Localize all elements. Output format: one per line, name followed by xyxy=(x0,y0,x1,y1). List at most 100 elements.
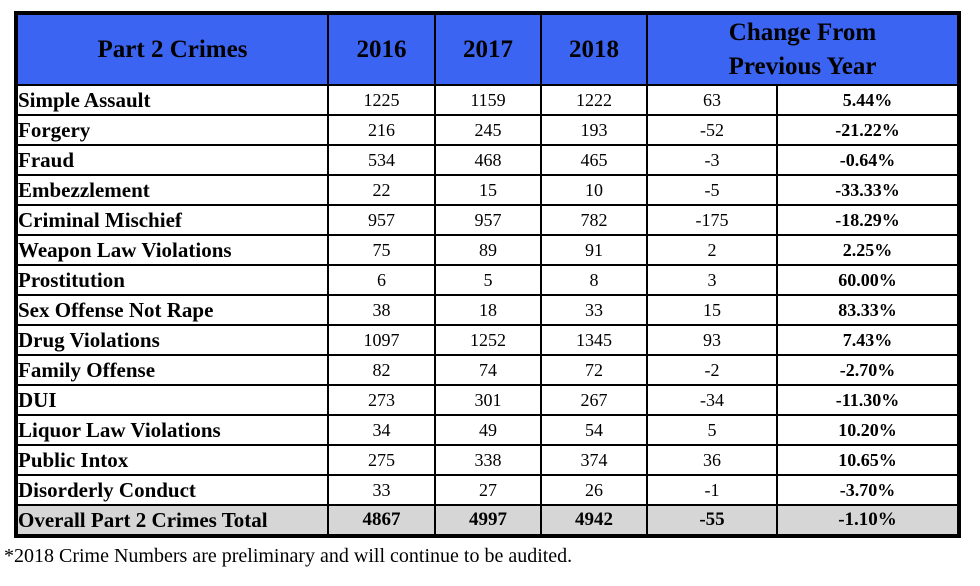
total-change: -55 xyxy=(646,504,778,537)
value-change: -3 xyxy=(646,144,778,176)
value-2017: 49 xyxy=(434,414,542,446)
value-2016: 273 xyxy=(327,384,436,416)
value-change: -52 xyxy=(646,114,778,146)
table-row-criminal-mischief: Criminal Mischief 957 957 782 -175 -18.2… xyxy=(15,204,961,236)
crime-name: Liquor Law Violations xyxy=(15,414,329,446)
crime-name: Family Offense xyxy=(15,354,329,386)
crime-name: Fraud xyxy=(15,144,329,176)
value-change-pct: 10.65% xyxy=(775,444,961,476)
value-change: 36 xyxy=(646,444,778,476)
value-change-pct: 83.33% xyxy=(775,294,961,326)
value-2018: 1222 xyxy=(540,84,648,116)
value-2017: 15 xyxy=(434,174,542,206)
crime-name: Prostitution xyxy=(15,264,329,296)
value-change: 5 xyxy=(646,414,778,446)
table-row-overall-total: Overall Part 2 Crimes Total 4867 4997 49… xyxy=(15,504,961,537)
value-2017: 18 xyxy=(434,294,542,326)
table-row-public-intox: Public Intox 275 338 374 36 10.65% xyxy=(15,444,961,476)
value-2016: 33 xyxy=(327,474,436,506)
crime-name: Disorderly Conduct xyxy=(15,474,329,506)
value-change: -175 xyxy=(646,204,778,236)
value-2017: 301 xyxy=(434,384,542,416)
crime-name: Embezzlement xyxy=(15,174,329,206)
table-row-embezzlement: Embezzlement 22 15 10 -5 -33.33% xyxy=(15,174,961,206)
table-row-weapon-law-violations: Weapon Law Violations 75 89 91 2 2.25% xyxy=(15,234,961,266)
value-2016: 6 xyxy=(327,264,436,296)
value-2016: 82 xyxy=(327,354,436,386)
value-change-pct: 2.25% xyxy=(775,234,961,266)
table-row-forgery: Forgery 216 245 193 -52 -21.22% xyxy=(15,114,961,146)
value-2018: 465 xyxy=(540,144,648,176)
value-change-pct: 7.43% xyxy=(775,324,961,356)
total-2016: 4867 xyxy=(327,504,436,537)
value-2016: 275 xyxy=(327,444,436,476)
value-2017: 1159 xyxy=(434,84,542,116)
crime-name: DUI xyxy=(15,384,329,416)
value-change-pct: -2.70% xyxy=(775,354,961,386)
value-change-pct: -0.64% xyxy=(775,144,961,176)
table-row-simple-assault: Simple Assault 1225 1159 1222 63 5.44% xyxy=(15,84,961,116)
value-change-pct: -11.30% xyxy=(775,384,961,416)
crime-name: Sex Offense Not Rape xyxy=(15,294,329,326)
value-2016: 1225 xyxy=(327,84,436,116)
total-2018: 4942 xyxy=(540,504,648,537)
value-2017: 338 xyxy=(434,444,542,476)
value-2018: 8 xyxy=(540,264,648,296)
value-2016: 1097 xyxy=(327,324,436,356)
header-change-line2: Previous Year xyxy=(728,52,877,80)
table-row-prostitution: Prostitution 6 5 8 3 60.00% xyxy=(15,264,961,296)
value-2018: 54 xyxy=(540,414,648,446)
value-2016: 38 xyxy=(327,294,436,326)
value-change: 15 xyxy=(646,294,778,326)
crime-name: Forgery xyxy=(15,114,329,146)
value-change: -34 xyxy=(646,384,778,416)
value-change: 2 xyxy=(646,234,778,266)
total-label: Overall Part 2 Crimes Total xyxy=(15,504,329,537)
value-change-pct: -33.33% xyxy=(775,174,961,206)
value-2016: 22 xyxy=(327,174,436,206)
crime-name: Drug Violations xyxy=(15,324,329,356)
value-change-pct: 5.44% xyxy=(775,84,961,116)
footnote: *2018 Crime Numbers are preliminary and … xyxy=(4,545,573,567)
value-2016: 75 xyxy=(327,234,436,266)
value-change: -2 xyxy=(646,354,778,386)
value-2018: 267 xyxy=(540,384,648,416)
crime-name: Simple Assault xyxy=(15,84,329,116)
value-2017: 1252 xyxy=(434,324,542,356)
value-2018: 1345 xyxy=(540,324,648,356)
header-year-2018: 2018 xyxy=(540,12,648,86)
value-2018: 10 xyxy=(540,174,648,206)
value-change: -1 xyxy=(646,474,778,506)
part2-crimes-table: Part 2 Crimes 2016 2017 2018 Change From… xyxy=(14,11,962,538)
table-row-disorderly-conduct: Disorderly Conduct 33 27 26 -1 -3.70% xyxy=(15,474,961,506)
value-2016: 216 xyxy=(327,114,436,146)
value-2017: 468 xyxy=(434,144,542,176)
value-change: 3 xyxy=(646,264,778,296)
value-change-pct: -21.22% xyxy=(775,114,961,146)
value-2018: 26 xyxy=(540,474,648,506)
value-2017: 957 xyxy=(434,204,542,236)
header-change-from-previous-year: Change From Previous Year xyxy=(645,12,961,86)
header-year-2016: 2016 xyxy=(327,12,436,86)
table-row-fraud: Fraud 534 468 465 -3 -0.64% xyxy=(15,144,961,176)
table-row-liquor-law-violations: Liquor Law Violations 34 49 54 5 10.20% xyxy=(15,414,961,446)
value-2016: 534 xyxy=(327,144,436,176)
value-2017: 27 xyxy=(434,474,542,506)
value-2018: 72 xyxy=(540,354,648,386)
table-row-drug-violations: Drug Violations 1097 1252 1345 93 7.43% xyxy=(15,324,961,356)
crime-name: Weapon Law Violations xyxy=(15,234,329,266)
value-2016: 957 xyxy=(327,204,436,236)
value-change-pct: -3.70% xyxy=(775,474,961,506)
value-change: 63 xyxy=(646,84,778,116)
crime-name: Criminal Mischief xyxy=(15,204,329,236)
value-2017: 89 xyxy=(434,234,542,266)
value-2018: 91 xyxy=(540,234,648,266)
value-2018: 374 xyxy=(540,444,648,476)
value-2017: 74 xyxy=(434,354,542,386)
value-2016: 34 xyxy=(327,414,436,446)
header-year-2017: 2017 xyxy=(434,12,542,86)
crime-name: Public Intox xyxy=(15,444,329,476)
value-change: 93 xyxy=(646,324,778,356)
value-change-pct: 10.20% xyxy=(775,414,961,446)
table-row-family-offense: Family Offense 82 74 72 -2 -2.70% xyxy=(15,354,961,386)
